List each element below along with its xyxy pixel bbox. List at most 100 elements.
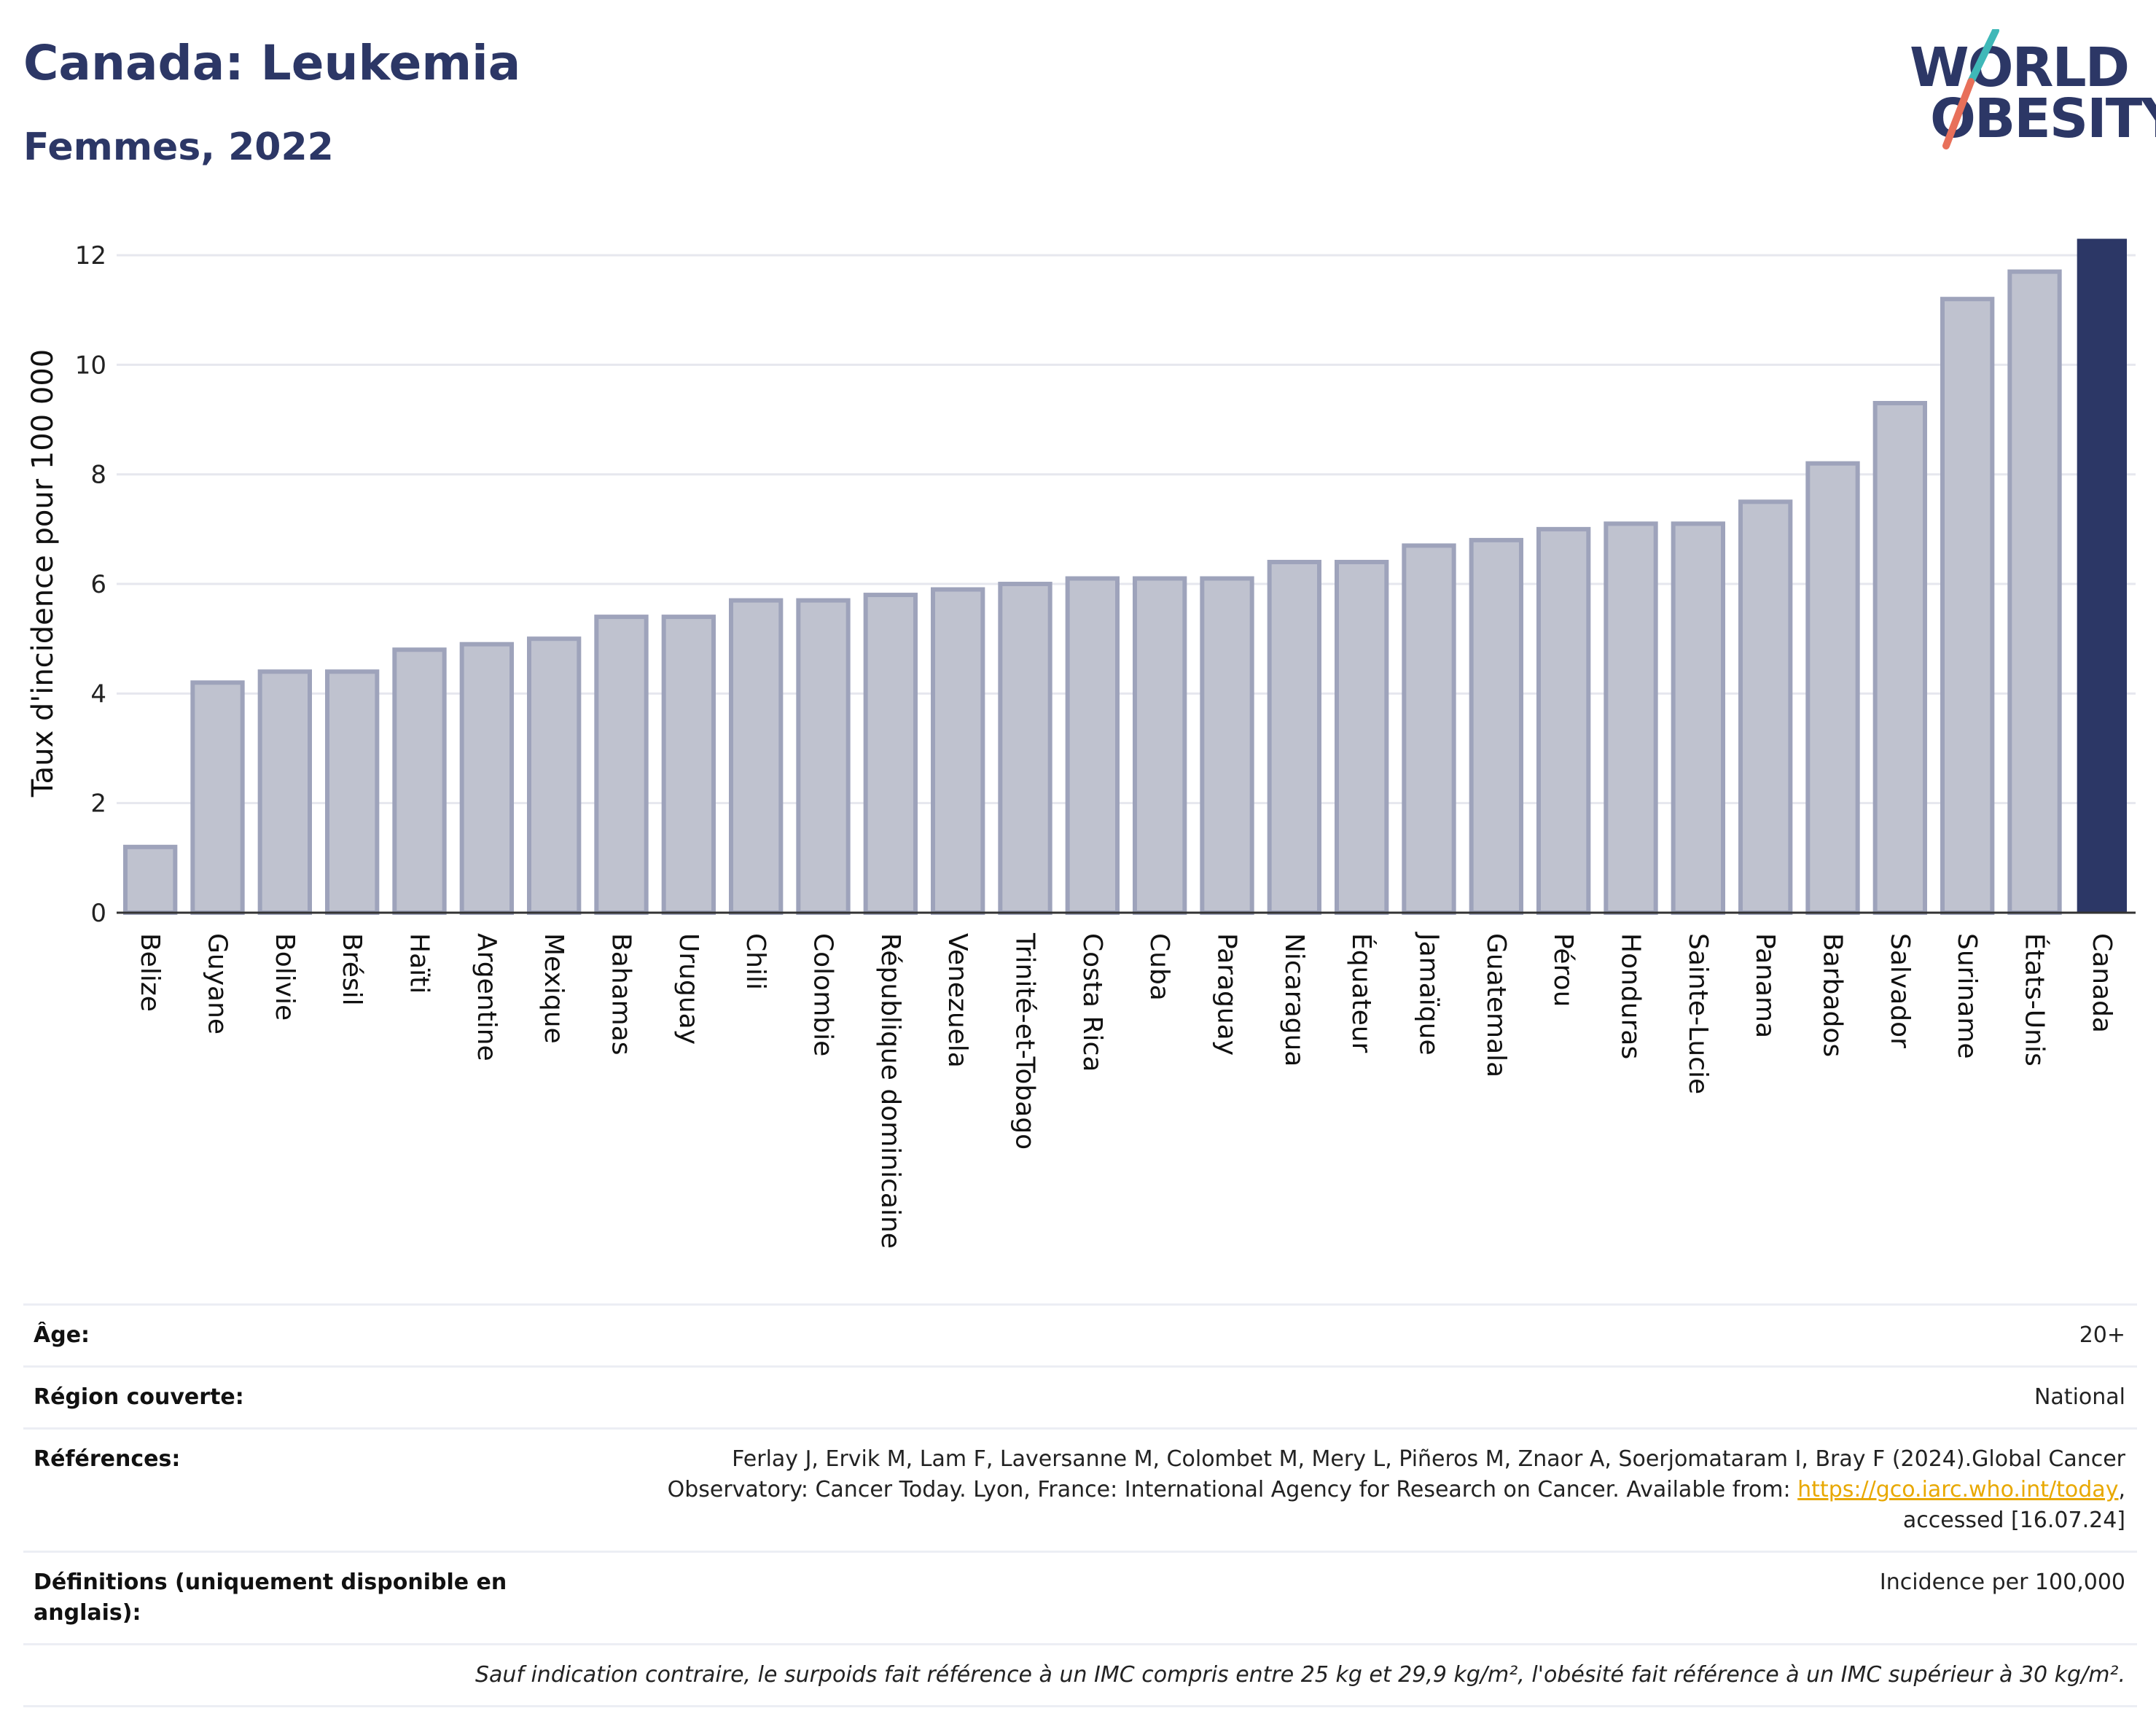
- x-tick-label: Costa Rica: [1077, 933, 1107, 1072]
- x-tick-label: Guatemala: [1481, 933, 1511, 1077]
- region-label: Région couverte:: [34, 1384, 244, 1410]
- x-tick-label: Venezuela: [942, 933, 972, 1068]
- meta-row-region: Région couverte: National: [23, 1365, 2137, 1427]
- x-tick-label: Pérou: [1548, 933, 1578, 1007]
- bar-mexique: [527, 636, 582, 915]
- bar-belize: [123, 844, 178, 916]
- bar-sainte-lucie: [1671, 521, 1725, 915]
- y-axis-ticks: 0 2 4 6 8 10 12: [75, 241, 106, 928]
- y-tick-label: 0: [90, 899, 106, 928]
- bar-chili: [729, 598, 784, 915]
- bar-bahamas: [594, 615, 649, 915]
- bar-paraguay: [1200, 576, 1254, 915]
- y-tick-label: 6: [90, 570, 106, 599]
- bar-p-rou: [1536, 526, 1591, 915]
- bar-honduras: [1604, 521, 1658, 915]
- x-tick-label: Brésil: [337, 933, 367, 1006]
- x-axis-labels: Belize Guyane Bolivie Brésil Haïti Argentine M…: [135, 932, 2117, 1249]
- bar-venezuela: [931, 587, 985, 915]
- bar-colombie: [796, 598, 851, 915]
- bar-salvador: [1872, 401, 1927, 915]
- bars: [123, 238, 2127, 916]
- references-line-2: Observatory: Cancer Today. Lyon, France:…: [668, 1475, 2125, 1505]
- x-tick-label: Bolivie: [270, 933, 300, 1021]
- bar-cuba: [1133, 576, 1187, 915]
- x-tick-label: Bahamas: [606, 933, 636, 1056]
- definitions-label: Définitions (uniquement disponible en an…: [34, 1567, 507, 1629]
- y-tick-label: 4: [90, 679, 106, 709]
- bar-costa-rica: [1065, 576, 1120, 915]
- bar-chart: 0 2 4 6 8 10 12 Belize Guyane Bolivie Brésil Haïti…: [26, 238, 2136, 1249]
- x-tick-label: Salvador: [1885, 933, 1915, 1048]
- bar-bolivie: [257, 669, 312, 916]
- meta-row-note: Sauf indication contraire, le surpoids f…: [23, 1643, 2137, 1707]
- x-tick-label: Uruguay: [673, 933, 703, 1045]
- world-obesity-logo: WORLD OBESITY: [1902, 29, 2156, 153]
- x-tick-label: Mexique: [539, 933, 569, 1044]
- x-tick-label: Panama: [1750, 933, 1780, 1038]
- bar-trinit-et-tobago: [998, 582, 1052, 916]
- x-tick-label: Trinité-et-Tobago: [1010, 932, 1040, 1150]
- y-tick-label: 12: [75, 241, 106, 270]
- bar-guyane: [190, 680, 245, 915]
- grid-lines: [117, 254, 2136, 805]
- logo-line-1: WORLD: [1910, 36, 2130, 99]
- references-line-1: Ferlay J, Ervik M, Lam F, Laversanne M, …: [732, 1446, 2125, 1472]
- logo-slash-icon: [1942, 29, 1999, 149]
- bar-ha-ti: [392, 647, 447, 916]
- y-tick-label: 8: [90, 461, 106, 490]
- age-value: 20+: [2079, 1322, 2125, 1348]
- definitions-label-line-2: anglais):: [34, 1600, 141, 1626]
- bar-barbados: [1805, 461, 1860, 915]
- references-line-2-text: Observatory: Cancer Today. Lyon, France:…: [667, 1477, 1791, 1502]
- bar-nicaragua: [1267, 559, 1321, 915]
- x-tick-label: Honduras: [1616, 933, 1646, 1059]
- bar-argentine: [459, 642, 514, 915]
- x-tick-label: Jamaïque: [1414, 932, 1444, 1056]
- x-tick-label: États-Unis: [2020, 933, 2050, 1067]
- x-tick-label: Équateur: [1346, 933, 1377, 1053]
- y-tick-label: 2: [90, 789, 106, 819]
- bar-panama: [1738, 499, 1793, 915]
- meta-row-definitions: Définitions (uniquement disponible en an…: [23, 1551, 2137, 1643]
- x-tick-label: Sainte-Lucie: [1683, 933, 1713, 1094]
- chart-title: Canada: Leukemia: [23, 35, 521, 91]
- bar-suriname: [1940, 297, 1995, 915]
- x-tick-label: Canada: [2087, 933, 2117, 1033]
- meta-row-age: Âge: 20+: [23, 1303, 2137, 1365]
- references-link-suffix: ,: [2118, 1477, 2125, 1502]
- bar-r-publique-dominicaine: [863, 593, 918, 915]
- bar--tats-unis: [2007, 269, 2062, 915]
- definitions-label-line-1: Définitions (uniquement disponible en: [34, 1570, 507, 1595]
- x-tick-label: Paraguay: [1212, 933, 1242, 1056]
- references-line-3: accessed [16.07.24]: [1902, 1508, 2125, 1533]
- x-tick-label: Haïti: [405, 933, 434, 994]
- x-tick-label: Chili: [741, 933, 770, 990]
- x-tick-label: République dominicaine: [875, 933, 905, 1249]
- references-label: Références:: [34, 1446, 181, 1472]
- y-axis-title: Taux d'incidence pour 100 000: [26, 349, 60, 798]
- x-tick-label: Colombie: [808, 933, 838, 1056]
- x-tick-label: Suriname: [1952, 933, 1982, 1059]
- references-value: Ferlay J, Ervik M, Lam F, Laversanne M, …: [668, 1444, 2125, 1536]
- x-tick-label: Guyane: [203, 933, 233, 1034]
- logo-line-2: OBESITY: [1930, 87, 2156, 150]
- bar-canada: [2077, 238, 2127, 913]
- bar-jama-que: [1402, 543, 1456, 915]
- age-label: Âge:: [34, 1322, 90, 1348]
- x-tick-label: Nicaragua: [1279, 933, 1309, 1067]
- x-tick-label: Cuba: [1144, 933, 1174, 1001]
- chart-subtitle: Femmes, 2022: [23, 125, 334, 169]
- bar-br-sil: [325, 669, 380, 916]
- bar--quateur: [1335, 559, 1389, 915]
- definitions-value: Incidence per 100,000: [1879, 1570, 2125, 1595]
- bar-guatemala: [1469, 537, 1523, 915]
- meta-row-references: Références: Ferlay J, Ervik M, Lam F, La…: [23, 1427, 2137, 1551]
- x-tick-label: Belize: [135, 933, 165, 1012]
- x-tick-label: Argentine: [472, 933, 501, 1061]
- region-value: National: [2034, 1384, 2125, 1410]
- y-tick-label: 10: [75, 351, 106, 380]
- bar-uruguay: [661, 615, 716, 915]
- references-link[interactable]: https://gco.iarc.who.int/today: [1797, 1477, 2119, 1502]
- metadata-table: Âge: 20+ Région couverte: National Référ…: [23, 1303, 2137, 1707]
